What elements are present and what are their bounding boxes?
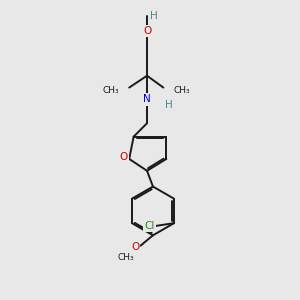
Text: O: O — [131, 242, 139, 252]
Text: O: O — [119, 152, 128, 162]
Text: CH₃: CH₃ — [102, 86, 119, 95]
Text: Cl: Cl — [144, 221, 154, 231]
Text: N: N — [143, 94, 151, 104]
Text: O: O — [143, 26, 151, 36]
Text: CH₃: CH₃ — [118, 253, 134, 262]
Text: CH₃: CH₃ — [174, 86, 190, 95]
Text: H: H — [165, 100, 173, 110]
Text: H: H — [150, 11, 158, 21]
